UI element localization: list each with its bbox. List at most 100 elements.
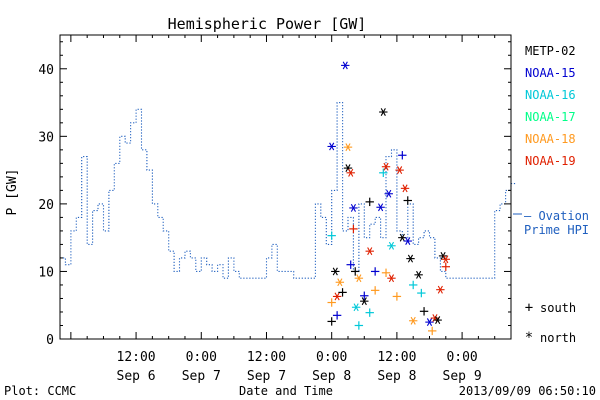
point-stroke xyxy=(378,203,384,212)
ovation-series xyxy=(60,102,517,279)
point-stroke xyxy=(437,285,443,294)
point-stroke xyxy=(345,143,351,152)
legend-ovation: Prime HPI xyxy=(524,223,589,237)
data-point xyxy=(419,307,429,316)
data-point xyxy=(381,268,391,277)
data-point xyxy=(403,196,412,205)
legend-item: NOAA-15 xyxy=(525,66,576,80)
point-stroke xyxy=(388,241,395,250)
y-tick-label: 10 xyxy=(38,265,54,280)
y-tick-label: 30 xyxy=(38,130,54,145)
footer-timestamp: 2013/09/09 06:50:10 xyxy=(459,384,596,398)
legend-item: NOAA-17 xyxy=(525,110,576,124)
data-point xyxy=(441,262,450,271)
point-stroke xyxy=(337,278,343,287)
data-point xyxy=(332,292,342,301)
x-tick-date: Sep 9 xyxy=(443,369,482,384)
y-tick-label: 20 xyxy=(38,198,54,213)
data-point xyxy=(379,168,388,178)
data-point xyxy=(408,316,418,325)
point-stroke xyxy=(405,237,411,245)
marker-key-symbol: + xyxy=(525,300,533,316)
data-point xyxy=(341,61,350,70)
point-stroke xyxy=(388,274,395,283)
y-axis-label: P [GW] xyxy=(5,169,20,216)
point-stroke xyxy=(397,166,403,175)
point-stroke xyxy=(361,297,367,306)
data-point xyxy=(354,321,364,330)
point-stroke xyxy=(399,233,405,242)
x-tick-date: Sep 7 xyxy=(247,369,286,384)
y-tick-label: 40 xyxy=(38,63,54,78)
point-stroke xyxy=(416,270,422,279)
data-point xyxy=(343,143,353,152)
plot-frame xyxy=(59,34,512,340)
data-point xyxy=(346,260,355,269)
data-point xyxy=(403,237,412,245)
data-point xyxy=(387,241,396,250)
y-tick-label: 0 xyxy=(46,333,54,348)
point-stroke xyxy=(348,168,354,177)
data-point xyxy=(370,267,380,276)
data-point xyxy=(360,297,369,306)
data-point xyxy=(395,166,404,175)
marker-key-symbol: * xyxy=(525,330,533,346)
data-point xyxy=(327,142,336,151)
data-point xyxy=(436,285,445,294)
legend-item: NOAA-18 xyxy=(525,132,576,146)
chart-title: Hemispheric Power [GW] xyxy=(168,15,367,33)
data-point xyxy=(365,308,374,317)
axes: 0 10 20 30 40 12:00 Sep 6 0:00 Sep 7 12:00 Sep 7 0:… xyxy=(38,34,512,384)
data-point xyxy=(406,254,415,263)
data-point xyxy=(433,316,442,325)
data-point xyxy=(354,274,364,283)
x-tick-time: 12:00 xyxy=(377,350,416,365)
data-point xyxy=(441,255,450,264)
legend-item: METP-02 xyxy=(525,44,576,58)
data-point xyxy=(335,278,345,287)
data-point xyxy=(327,317,336,326)
ovation-line xyxy=(60,102,517,279)
data-point xyxy=(392,292,402,301)
point-stroke xyxy=(402,184,408,193)
data-point xyxy=(438,251,448,260)
point-stroke xyxy=(435,316,441,325)
data-point xyxy=(331,267,340,276)
data-point xyxy=(343,164,353,173)
data-point xyxy=(408,280,418,290)
x-tick-date: Sep 6 xyxy=(117,369,156,384)
point-stroke xyxy=(334,292,340,301)
point-stroke xyxy=(350,204,356,212)
point-stroke xyxy=(410,316,416,325)
data-point xyxy=(346,168,355,177)
data-point xyxy=(351,303,361,312)
x-tick-time: 12:00 xyxy=(117,350,156,365)
x-tick-time: 0:00 xyxy=(186,350,217,365)
x-axis-label: Date and Time xyxy=(239,384,333,398)
x-tick-time: 0:00 xyxy=(446,350,477,365)
legend: METP-02 NOAA-15 NOAA-16 NOAA-17 NOAA-18 NOAA-… xyxy=(513,44,589,346)
point-stroke xyxy=(345,164,351,173)
data-point xyxy=(381,162,391,171)
data-point xyxy=(425,318,434,327)
data-point xyxy=(376,203,385,212)
data-point xyxy=(338,288,347,297)
marker-key-label: south xyxy=(540,301,576,315)
data-point xyxy=(327,231,336,240)
marker-key-label: north xyxy=(540,331,576,345)
point-stroke xyxy=(440,251,446,260)
point-stroke xyxy=(356,274,362,283)
point-stroke xyxy=(367,247,373,256)
data-point xyxy=(387,274,396,283)
point-stroke xyxy=(380,108,386,116)
point-stroke xyxy=(443,255,449,264)
point-stroke xyxy=(332,267,338,276)
legend-item: NOAA-16 xyxy=(525,88,576,102)
point-stroke xyxy=(386,189,392,198)
x-tick-date: Sep 8 xyxy=(312,369,351,384)
data-point xyxy=(414,270,423,279)
point-stroke xyxy=(383,162,389,171)
point-stroke xyxy=(426,318,433,327)
data-point xyxy=(384,189,393,198)
